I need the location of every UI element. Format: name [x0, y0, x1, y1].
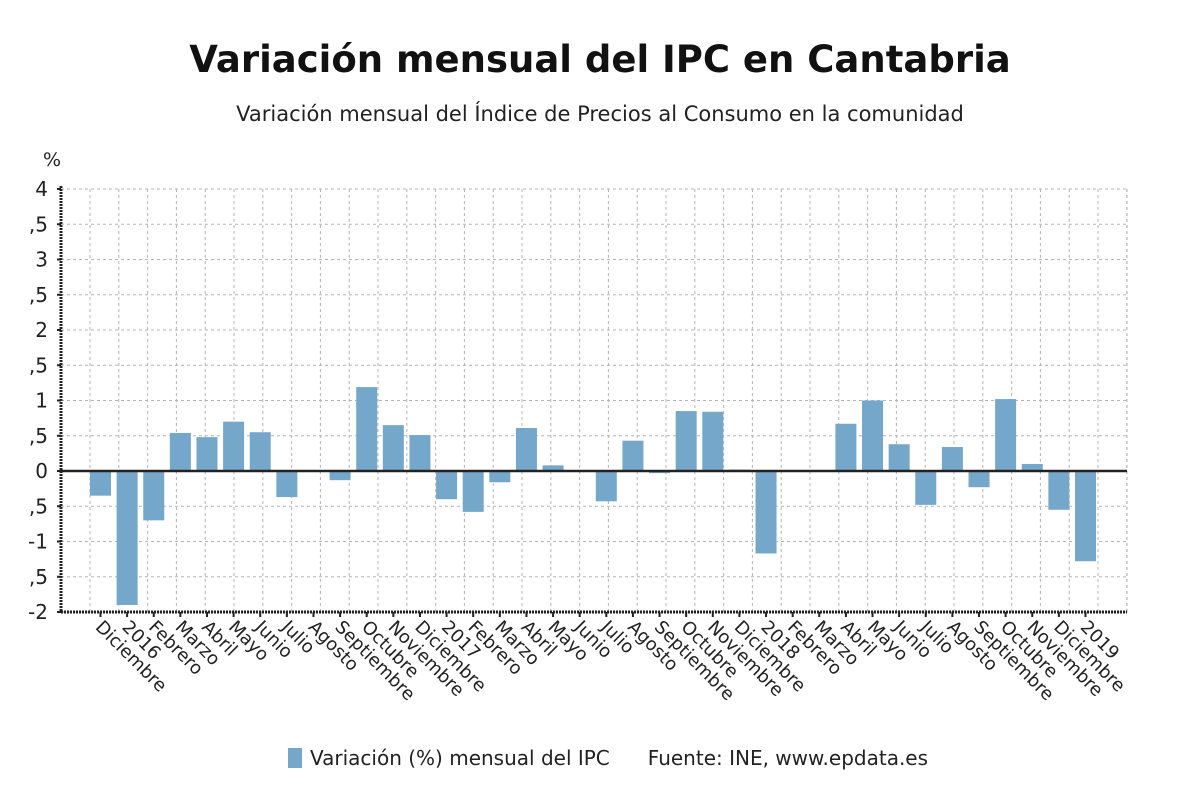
bar: [356, 387, 378, 471]
y-tick-label: 2: [35, 318, 48, 342]
y-tick-label: 1: [35, 389, 48, 413]
bar: [702, 411, 724, 471]
bar: [409, 435, 431, 471]
bar: [915, 471, 937, 505]
y-tick-label: ,5: [29, 212, 48, 236]
bar: [515, 427, 537, 471]
bar: [196, 437, 218, 471]
bar: [169, 432, 191, 471]
bar: [888, 444, 910, 471]
y-tick-label: ,5: [29, 424, 48, 448]
bar: [595, 471, 617, 502]
legend-swatch: [288, 748, 302, 768]
bar: [835, 423, 857, 471]
bar: [622, 440, 644, 471]
y-tick-label: ,5: [29, 283, 48, 307]
y-tick-label: 3: [35, 248, 48, 272]
bar: [90, 471, 111, 496]
chart-subtitle: Variación mensual del Índice de Precios …: [236, 102, 964, 126]
y-tick-label: 0: [35, 459, 48, 483]
bar: [249, 432, 271, 471]
bar: [968, 471, 990, 488]
bar: [462, 471, 484, 512]
bar: [542, 465, 564, 471]
y-tick-label: ,5: [29, 353, 48, 377]
bar: [755, 471, 777, 554]
bar: [995, 399, 1017, 471]
bar: [329, 471, 351, 481]
legend-label: Variación (%) mensual del IPC: [310, 746, 610, 770]
y-tick-label: -2: [28, 600, 48, 624]
y-tick-label: 4: [35, 177, 48, 201]
bar: [223, 421, 245, 471]
bar: [436, 471, 458, 500]
y-tick-label: -1: [28, 530, 48, 554]
bar: [941, 447, 963, 471]
bar: [1075, 471, 1096, 562]
bar: [143, 471, 165, 521]
chart-title: Variación mensual del IPC en Cantabria: [189, 38, 1011, 81]
y-tick-label: ,5: [29, 565, 48, 589]
bar-chart: %4,53,52,51,50,5-1,5-2Diciembre2016Febre…: [28, 149, 1129, 705]
bar: [116, 471, 138, 605]
bar: [382, 425, 404, 471]
bar: [1021, 463, 1043, 471]
y-axis-label: %: [43, 149, 61, 171]
bar: [276, 471, 298, 498]
bar: [862, 400, 884, 471]
y-tick-label: ,5: [29, 494, 48, 518]
bar: [675, 411, 697, 471]
legend: Variación (%) mensual del IPC Fuente: IN…: [288, 746, 928, 770]
source-text: Fuente: INE, www.epdata.es: [647, 746, 929, 770]
bar: [489, 471, 511, 483]
bar: [1048, 471, 1070, 510]
